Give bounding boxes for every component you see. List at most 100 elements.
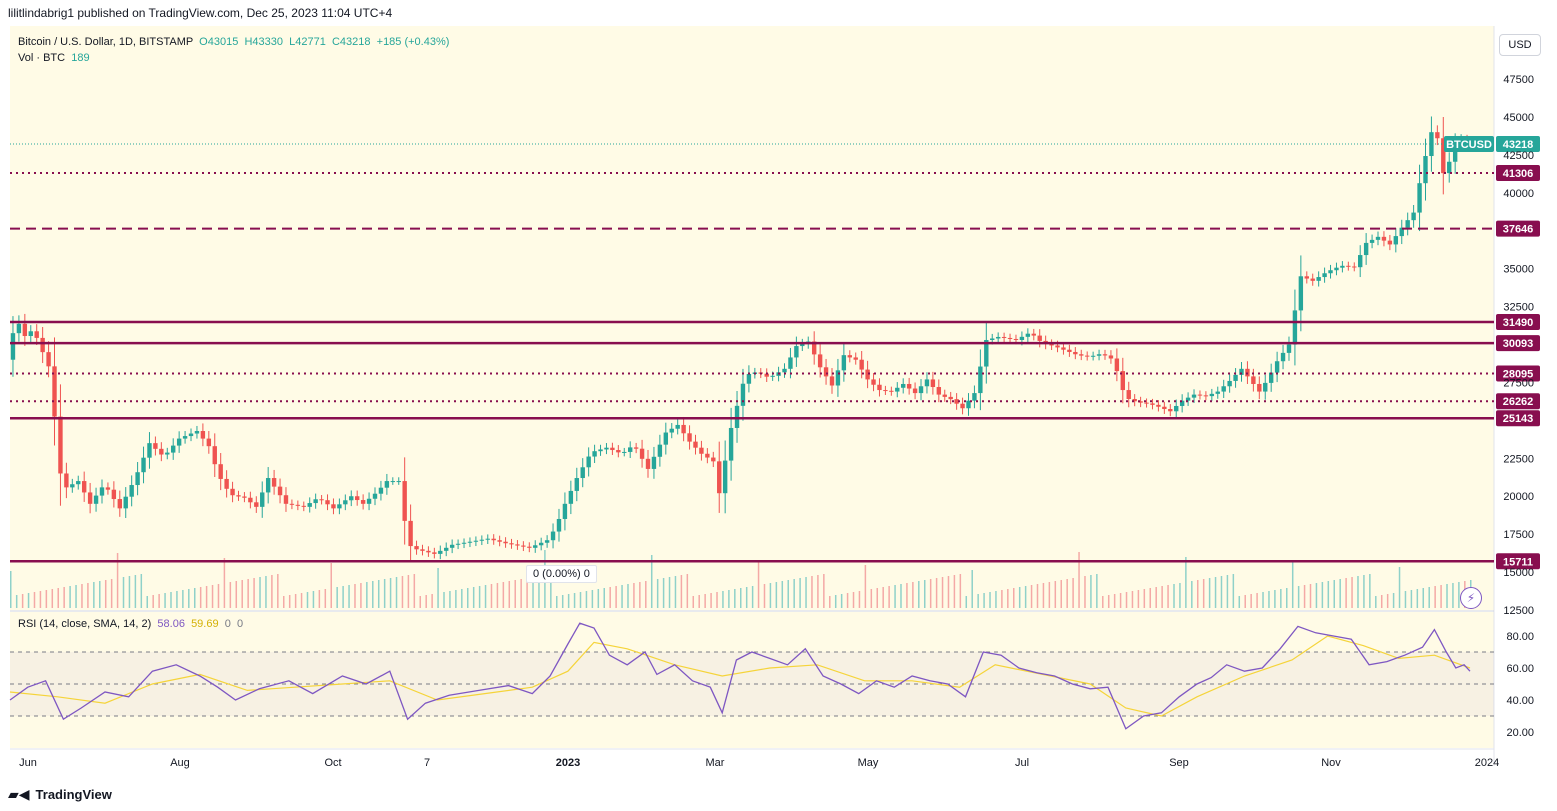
volume-bar: [775, 582, 778, 608]
candle-body: [871, 379, 876, 385]
candle-body: [46, 352, 51, 367]
rsi-label[interactable]: RSI (14, close, SMA, 14, 2): [18, 618, 152, 630]
volume-bar: [1363, 575, 1365, 608]
volume-bar: [662, 578, 665, 608]
level-label: 26262: [1503, 396, 1534, 408]
volume-bar: [1422, 588, 1425, 608]
tradingview-logo-icon[interactable]: ▰◀: [8, 786, 30, 802]
time-tick: 2023: [556, 757, 580, 769]
volume-bar: [1107, 595, 1110, 608]
volume-bar: [324, 589, 327, 608]
symbol-name[interactable]: Bitcoin / U.S. Dollar, 1D, BITSTAMP: [18, 36, 194, 48]
high-value: 43330: [252, 36, 283, 48]
candle-body: [1280, 352, 1286, 362]
volume-bar: [1351, 577, 1353, 608]
time-tick: Jul: [1015, 757, 1029, 769]
volume-bar: [977, 594, 979, 608]
volume-bar: [1185, 557, 1187, 608]
candle-body: [1322, 273, 1327, 278]
candle-body: [295, 504, 301, 506]
candle-body: [34, 331, 39, 338]
volume-bar: [1196, 580, 1199, 608]
volume-label[interactable]: Vol · BTC: [18, 52, 66, 64]
volume-bar: [1167, 585, 1169, 608]
candle-body: [521, 545, 526, 547]
candle-body: [1174, 405, 1179, 412]
volume-bar: [906, 583, 908, 608]
volume-bar: [728, 590, 730, 608]
volume-bar: [900, 584, 902, 608]
candle-body: [1120, 371, 1126, 391]
volume-bar: [686, 574, 689, 608]
volume-bar: [1238, 596, 1241, 608]
volume-bar: [823, 574, 825, 608]
volume-bars: [10, 550, 1472, 608]
candle-body: [331, 504, 336, 509]
candle-body: [1067, 349, 1072, 352]
candle-body: [1298, 276, 1304, 311]
volume-bar: [1143, 589, 1146, 608]
volume-bar: [1339, 579, 1341, 608]
candle-body: [289, 503, 295, 505]
candle-body: [1310, 278, 1315, 281]
volume-bar: [656, 579, 659, 608]
volume-bar: [947, 576, 950, 608]
volume-bar: [1024, 586, 1027, 608]
candle-body: [236, 495, 241, 497]
candle-body: [1025, 333, 1031, 337]
volume-bar: [383, 579, 386, 608]
level-tag: [1496, 165, 1540, 182]
close-value: 43218: [339, 36, 371, 48]
candle-body: [669, 428, 674, 433]
candle-body: [117, 499, 122, 509]
volume-bar: [520, 579, 522, 608]
candle-body: [503, 541, 508, 544]
footer-brand[interactable]: TradingView: [35, 787, 112, 802]
currency-button[interactable]: USD: [1499, 34, 1541, 56]
candle-body: [254, 502, 259, 507]
volume-bar: [799, 578, 801, 608]
volume-bar: [1380, 595, 1383, 608]
volume-bar: [965, 596, 968, 608]
volume-bar: [33, 592, 36, 608]
candle-body: [930, 379, 936, 388]
volume-bar: [443, 592, 445, 608]
level-label: 28095: [1503, 368, 1534, 380]
volume-bar: [1202, 579, 1205, 608]
candle-body: [675, 424, 680, 429]
volume-bar: [437, 568, 439, 608]
candle-body: [135, 472, 140, 486]
candle-body: [461, 542, 467, 544]
volume-bar: [259, 577, 261, 608]
volume-bar: [461, 589, 463, 608]
candle-body: [1007, 337, 1013, 339]
open-value: 43015: [207, 36, 239, 48]
volume-bar: [146, 596, 149, 608]
volume-bar: [971, 570, 973, 608]
candle-body: [271, 478, 277, 487]
volume-bar: [1357, 576, 1359, 608]
volume-bar: [1250, 594, 1252, 608]
candle-body: [390, 481, 396, 483]
volume-bar: [484, 585, 487, 608]
candle-body: [70, 484, 75, 488]
level-label: 25143: [1503, 413, 1534, 425]
volume-bar: [923, 580, 926, 608]
candle-body: [343, 500, 348, 505]
volume-bar: [87, 583, 89, 608]
level-tag: [1496, 335, 1540, 352]
volume-bar: [668, 577, 671, 608]
volume-bar: [1149, 588, 1152, 608]
candle-body: [509, 543, 514, 545]
candle-body: [616, 450, 621, 453]
candle-body: [230, 488, 235, 496]
volume-bar: [360, 583, 362, 608]
volume-bar: [152, 595, 154, 608]
high-label: H: [244, 36, 253, 48]
publisher-line: lilitlindabrig1 published on TradingView…: [8, 6, 393, 20]
price-tick: 35000: [1503, 264, 1534, 276]
lightning-icon[interactable]: ⚡: [1460, 587, 1482, 609]
volume-bar: [941, 577, 944, 608]
change-value: +185 (+0.43%): [376, 36, 450, 48]
